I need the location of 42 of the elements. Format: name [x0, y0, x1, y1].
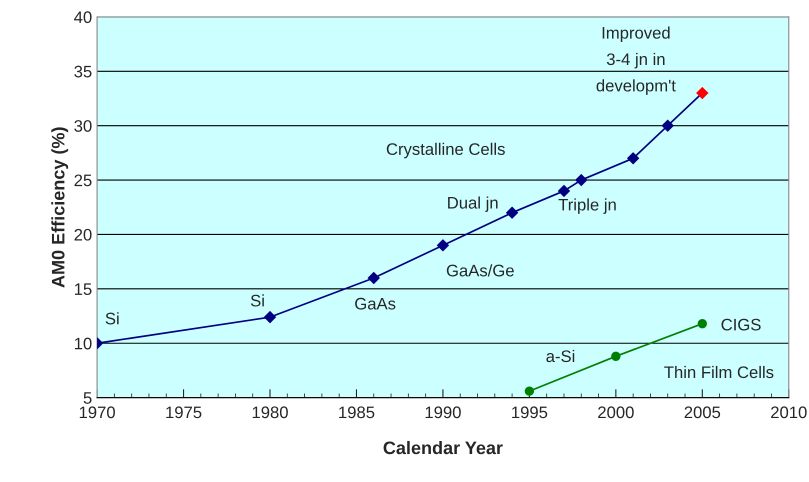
x-tick-label: 1985 — [339, 406, 374, 418]
point — [264, 310, 276, 324]
y-axis-title: AM0 Efficiency (%) — [51, 127, 68, 288]
y-tick-label: 10 — [74, 338, 92, 350]
point — [698, 319, 707, 328]
point — [436, 239, 450, 252]
point — [611, 352, 621, 361]
point — [558, 184, 570, 198]
y-tick-label: 5 — [84, 392, 92, 404]
annotation: Thin Film Cells — [664, 366, 774, 378]
point — [506, 206, 518, 219]
x-tick-label: 1975 — [166, 406, 202, 418]
annotation: Triple jn — [558, 198, 616, 214]
x-tick-label: 1970 — [80, 406, 115, 418]
x-tick-label: 1995 — [512, 406, 548, 418]
y-tick-label: 35 — [74, 66, 92, 78]
x-tick-label: 2000 — [598, 406, 634, 418]
x-tick-label: 1990 — [426, 406, 461, 418]
annotation: CIGS — [722, 318, 761, 331]
y-tick-label: 20 — [74, 228, 92, 241]
y-tick-label: 40 — [74, 11, 92, 24]
annotation: Si — [106, 312, 119, 324]
annotation: Improved 3-4 jn in developm't — [596, 26, 676, 95]
annotation: Dual jn — [448, 196, 498, 212]
annotation: a-Si — [546, 350, 574, 362]
x-tick-label: 1980 — [252, 406, 288, 418]
annotation: GaAs/Ge — [446, 264, 514, 276]
annotation: GaAs — [355, 298, 396, 310]
point — [524, 386, 534, 396]
y-tick-label: 15 — [74, 283, 92, 296]
x-tick-label: 2005 — [684, 406, 720, 418]
y-tick-label: 25 — [74, 174, 92, 186]
annotation: Si — [250, 294, 264, 307]
y-tick-label: 30 — [74, 120, 92, 132]
point — [368, 272, 380, 284]
annotation: Crystalline Cells — [386, 142, 505, 158]
point — [696, 86, 709, 100]
point — [662, 119, 674, 132]
x-tick-label: 2010 — [771, 406, 807, 418]
point — [575, 174, 588, 186]
point — [626, 152, 640, 165]
x-axis-title: Calendar Year — [384, 440, 503, 454]
